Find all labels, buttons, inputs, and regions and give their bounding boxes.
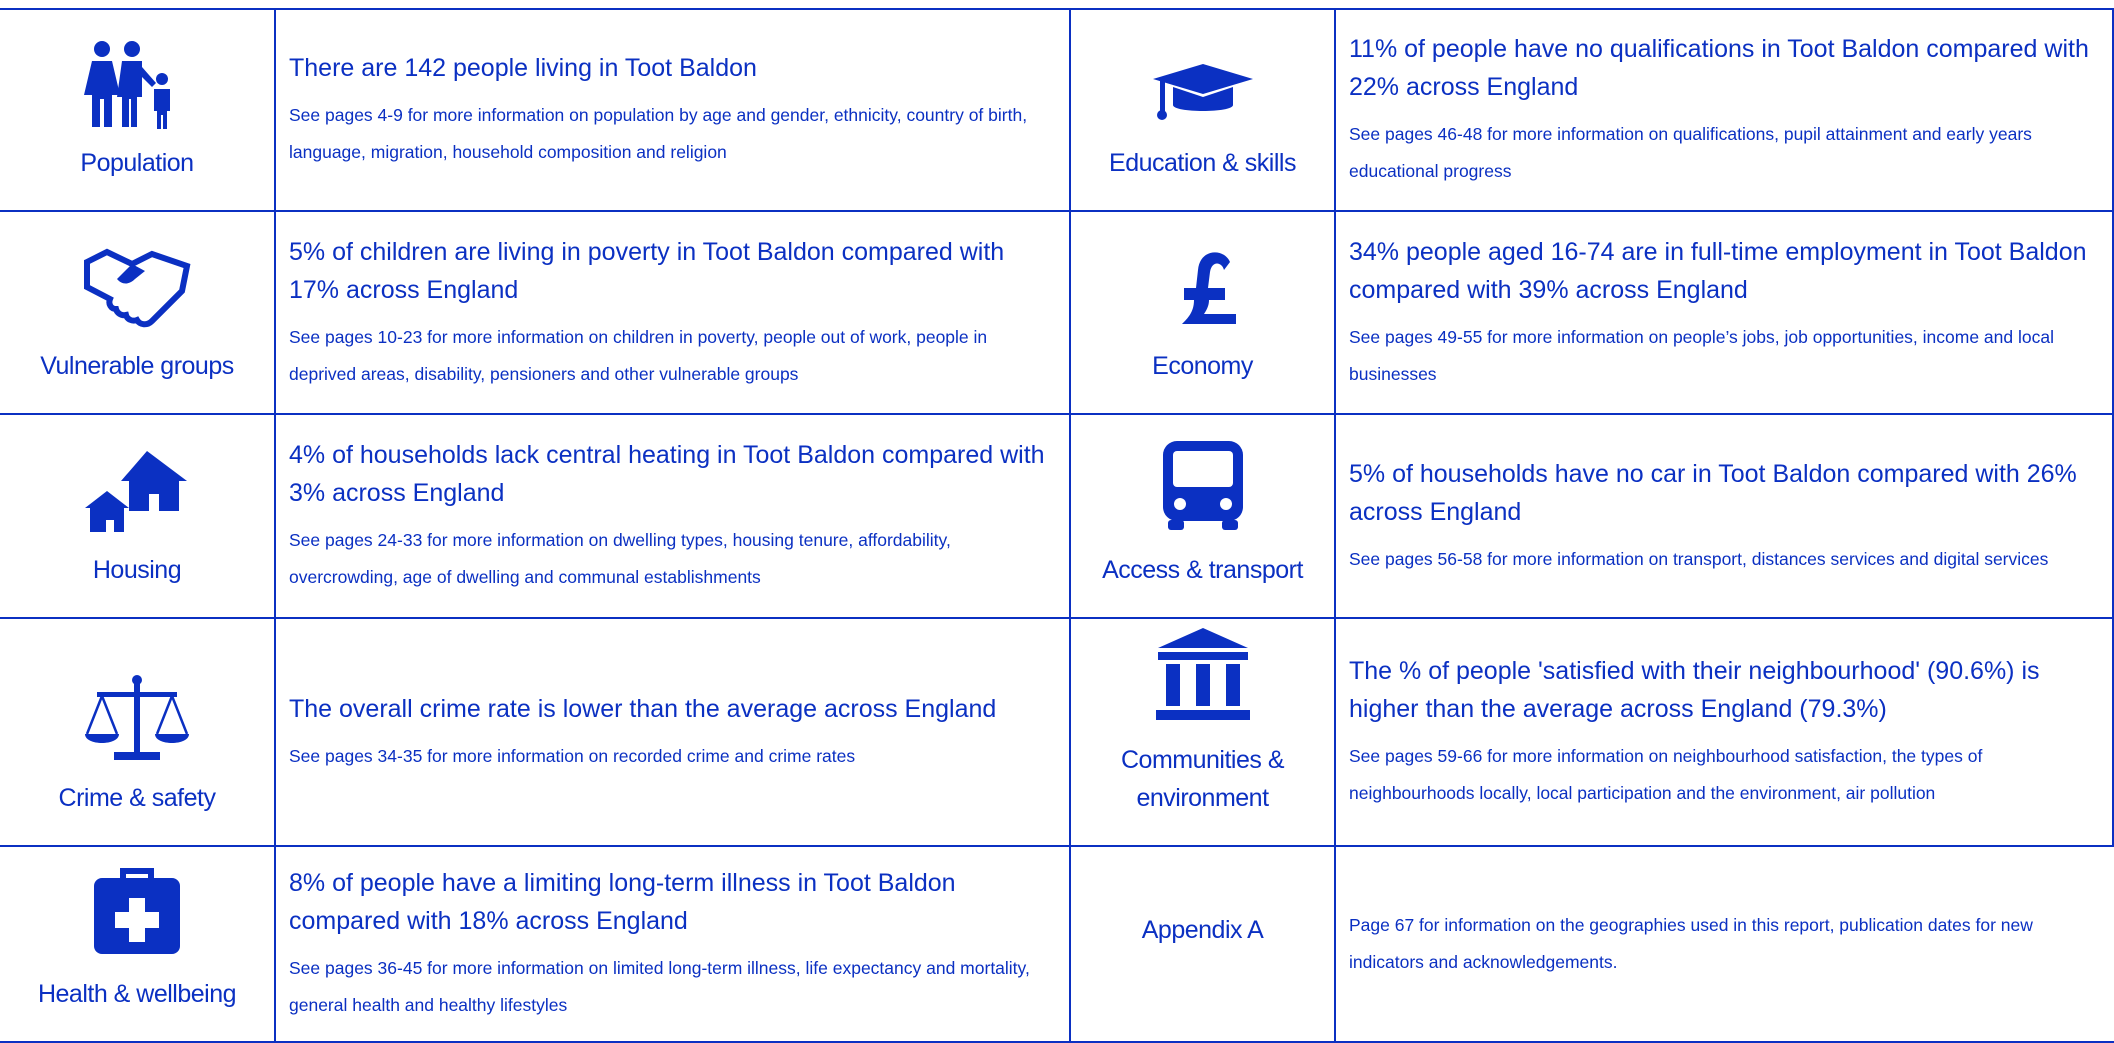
- topic-text: 4% of households lack central heating in…: [276, 415, 1071, 619]
- topic-text: 8% of people have a limiting long-term i…: [276, 847, 1071, 1043]
- headline: 8% of people have a limiting long-term i…: [289, 869, 956, 935]
- headline: There are 142 people living in Toot Bald…: [289, 54, 757, 82]
- topic-text: There are 142 people living in Toot Bald…: [276, 10, 1071, 212]
- detail: See pages 59-66 for more information on …: [1349, 746, 1983, 803]
- topic-icon: [1148, 39, 1258, 144]
- topic-text: The overall crime rate is lower than the…: [276, 619, 1071, 847]
- topic-label: Education & skills: [1109, 149, 1296, 177]
- topic-text: 5% of households have no car in Toot Bal…: [1336, 415, 2114, 619]
- topic-icon: [1148, 232, 1258, 347]
- headline: The overall crime rate is lower than the…: [289, 694, 997, 723]
- topic-cell: Communities & environment: [1071, 619, 1336, 847]
- detail: See pages 46-48 for more information on …: [1349, 124, 2032, 181]
- topic-cell: Population: [0, 10, 276, 212]
- topic-label: Appendix A: [1141, 916, 1264, 944]
- detail: See pages 49-55 for more information on …: [1349, 326, 2054, 384]
- headline: 5% of children are living in poverty in …: [289, 237, 1005, 304]
- headline: 11% of people have no qualifications in …: [1349, 35, 2089, 101]
- detail: Page 67 for information on the geographi…: [1349, 915, 2033, 972]
- topic-cell: Appendix A: [1071, 847, 1336, 1043]
- topic-text: The % of people 'satisfied with their ne…: [1336, 619, 2114, 847]
- topic-icon: [1148, 436, 1258, 551]
- summary-table: Population There are 142 people living in…: [0, 8, 2114, 1043]
- headline: 5% of households have no car in Toot Bal…: [1349, 459, 2077, 526]
- detail: See pages 24-33 for more information on …: [289, 530, 951, 587]
- headline: 4% of households lack central heating in…: [289, 441, 1045, 507]
- topic-text: 34% people aged 16-74 are in full-time e…: [1336, 212, 2114, 415]
- topic-label: Crime & safety: [58, 784, 216, 812]
- topic-icon: [82, 446, 192, 551]
- topic-text: Page 67 for information on the geographi…: [1336, 847, 2114, 1043]
- topic-icon: [82, 674, 192, 779]
- topic-label: Housing: [92, 556, 182, 584]
- detail: See pages 36-45 for more information on …: [289, 958, 1030, 1015]
- topic-cell: Access & transport: [1071, 415, 1336, 619]
- topic-cell: Crime & safety: [0, 619, 276, 847]
- topic-label: Population: [80, 149, 194, 177]
- headline: 34% people aged 16-74 are in full-time e…: [1349, 237, 2087, 304]
- detail: See pages 10-23 for more information on …: [289, 326, 988, 384]
- topic-icon: [82, 860, 192, 975]
- topic-cell: Education & skills: [1071, 10, 1336, 212]
- detail: See pages 34-35 for more information on …: [289, 745, 856, 766]
- topic-text: 5% of children are living in poverty in …: [276, 212, 1071, 415]
- topic-icon: [1148, 626, 1258, 741]
- detail: See pages 56-58 for more information on …: [1349, 548, 2049, 569]
- topic-label: Vulnerable groups: [40, 352, 234, 380]
- topic-label: Communities & environment: [1121, 746, 1285, 812]
- topic-label: Health & wellbeing: [37, 980, 237, 1008]
- topic-cell: Health & wellbeing: [0, 847, 276, 1043]
- topic-cell: Economy: [1071, 212, 1336, 415]
- topic-label: Access & transport: [1102, 556, 1303, 584]
- topic-icon: [82, 39, 192, 144]
- topic-text: 11% of people have no qualifications in …: [1336, 10, 2114, 212]
- headline: The % of people 'satisfied with their ne…: [1349, 657, 2040, 723]
- topic-cell: Housing: [0, 415, 276, 619]
- topic-icon: [82, 242, 192, 347]
- topic-label: Economy: [1152, 352, 1253, 380]
- detail: See pages 4-9 for more information on po…: [289, 105, 1028, 162]
- topic-cell: Vulnerable groups: [0, 212, 276, 415]
